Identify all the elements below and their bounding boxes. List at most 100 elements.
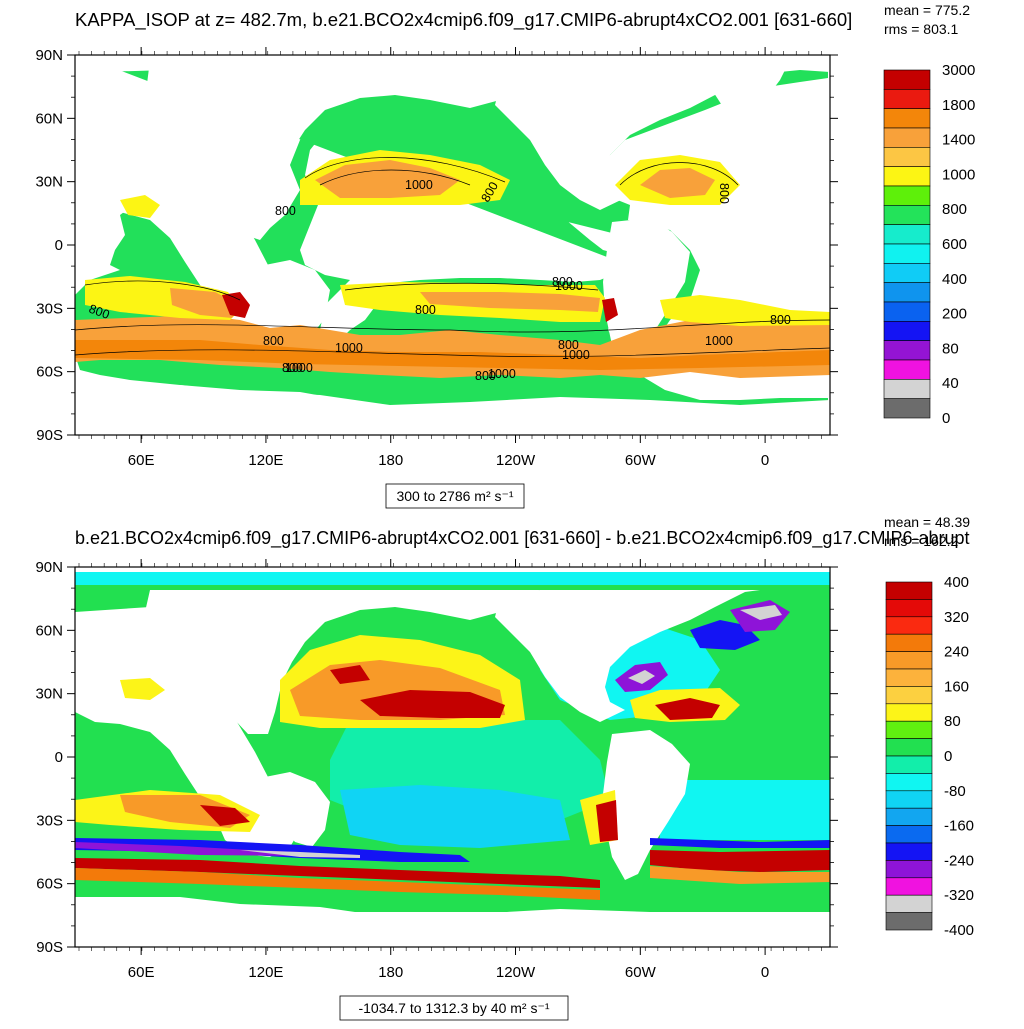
colorbar-swatch [885,633,933,652]
panel-top-rms: rms = 803.1 [884,21,959,37]
colorbar-label: 600 [942,236,967,253]
svg-text:1000: 1000 [488,367,516,381]
panel-bottom: b.e21.BCO2x4cmip6.f09_g17.CMIP6-abrupt4x… [35,514,974,1021]
colorbar-swatch [883,205,931,225]
colorbar-swatch [883,108,931,129]
colorbar-swatch [883,359,931,380]
colorbar-swatch [883,185,931,206]
svg-text:800: 800 [282,361,303,375]
lon-tick-label: 60W [625,452,657,469]
colorbar-swatch [883,321,931,341]
colorbar-label: 3000 [942,62,975,79]
svg-text:800: 800 [275,204,296,218]
colorbar-swatch [885,790,933,809]
colorbar-label: -320 [944,887,974,904]
lat-tick-label: 60N [35,622,63,639]
colorbar-label: 40 [942,375,959,392]
svg-text:800: 800 [552,275,573,289]
lat-tick-label: 90S [36,939,63,956]
svg-text:1000: 1000 [705,334,733,348]
colorbar-label: -80 [944,783,966,800]
panel-bottom-info-box: -1034.7 to 1312.3 by 40 m² s⁻¹ [339,995,569,1021]
colorbar-swatch [883,147,931,167]
colorbar-swatch [885,877,933,896]
colorbar-label: 320 [944,609,969,626]
lat-tick-label: 60N [35,110,63,127]
lat-tick-label: 60S [36,876,63,893]
colorbar-swatch [885,703,933,722]
panel-top-axes: 90N 60N 30N 0 30S 60S 90S 60E 120E 180 120W 60W 0 [35,47,838,469]
colorbar-swatch [885,860,933,879]
svg-text:800: 800 [263,334,284,348]
colorbar-swatch [885,581,933,600]
lon-tick-label: 0 [761,964,769,981]
colorbar-swatch [885,668,933,687]
svg-text:800: 800 [770,313,791,327]
colorbar-swatch [883,69,931,90]
panel-top-title: KAPPA_ISOP at z= 482.7m, b.e21.BCO2x4cmi… [75,9,852,31]
colorbar-label: 400 [944,574,969,591]
panel-bottom-map [75,567,830,947]
lon-tick-label: 180 [378,452,403,469]
lat-tick-label: 0 [55,237,63,254]
colorbar-label: 0 [944,748,952,765]
colorbar-label: -400 [944,922,974,939]
panel-top-info-label: 300 to 2786 m² s⁻¹ [396,488,513,504]
panel-bottom-rms: rms = 162.2 [884,533,959,549]
colorbar-swatch [885,912,933,931]
colorbar-label: -160 [944,818,974,835]
colorbar-label: 1800 [942,97,975,114]
lon-tick-label: 60W [625,964,657,981]
colorbar-swatch [885,755,933,774]
colorbar-label: 200 [942,306,967,323]
panel-bottom-info-label: -1034.7 to 1312.3 by 40 m² s⁻¹ [358,1000,549,1016]
lat-tick-label: 30S [36,300,63,317]
panel-top: KAPPA_ISOP at z= 482.7m, b.e21.BCO2x4cmi… [35,2,975,509]
colorbar-swatch [885,616,933,635]
colorbar-swatch [885,651,933,670]
lat-tick-label: 30N [35,686,63,703]
lat-tick-label: 90N [35,559,63,576]
colorbar-swatch [883,89,931,109]
lon-tick-label: 60E [128,452,155,469]
colorbar-swatch [885,738,933,757]
svg-text:800: 800 [558,338,579,352]
lon-tick-label: 180 [378,964,403,981]
panel-top-info-box: 300 to 2786 m² s⁻¹ [385,483,525,509]
colorbar-swatch [883,301,931,322]
colorbar-swatch [885,599,933,618]
colorbar-swatch [883,166,931,187]
svg-text:800: 800 [415,303,436,317]
panel-top-mean: mean = 775.2 [884,2,970,18]
colorbar-label: 1400 [942,132,975,149]
lon-tick-label: 0 [761,452,769,469]
colorbar-swatch [883,398,931,419]
colorbar-label: 80 [944,713,961,730]
colorbar-swatch [885,773,933,792]
panel-bottom-axes: 90N 60N 30N 0 30S 60S 90S 60E 120E 180 120W 60W 0 [35,559,838,981]
colorbar-label: 1000 [942,166,975,183]
svg-text:800: 800 [475,369,496,383]
lon-tick-label: 120E [248,452,283,469]
colorbar-label: 80 [942,340,959,357]
lat-tick-label: 0 [55,749,63,766]
lat-tick-label: 90S [36,427,63,444]
colorbar-label: 240 [944,644,969,661]
colorbar-swatch [883,127,931,148]
colorbar-label: 400 [942,271,967,288]
colorbar-label: 0 [942,410,950,427]
lon-tick-label: 120W [496,452,536,469]
colorbar-swatch [885,720,933,739]
svg-text:800: 800 [717,183,731,204]
colorbar-swatch [885,686,933,705]
svg-text:1000: 1000 [285,361,313,375]
colorbar-swatch [885,894,933,913]
panel-bottom-title: b.e21.BCO2x4cmip6.f09_g17.CMIP6-abrupt4x… [75,528,970,549]
panel-bottom-mean: mean = 48.39 [884,514,970,530]
svg-text:1000: 1000 [562,348,590,362]
colorbar-swatch [883,340,931,361]
lat-tick-label: 30N [35,174,63,191]
colorbar-swatch [885,825,933,844]
